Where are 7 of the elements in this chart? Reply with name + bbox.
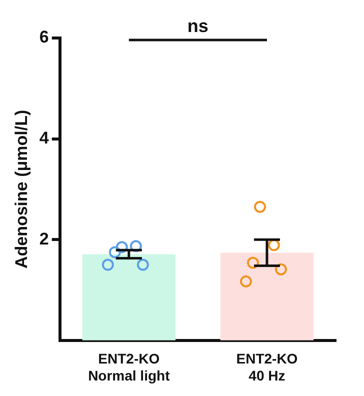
y-tick-label: 6 [39,28,49,47]
y-tick-label: 4 [39,128,50,148]
text: ns [187,16,208,36]
x-tick-label: ENT2-KO 40 Hz [236,350,298,384]
y-axis-title: Adenosine (μmol/L) [12,110,31,269]
x-tick-label: ENT2-KO Normal light [88,350,170,384]
y-tick-label: 2 [39,229,49,248]
